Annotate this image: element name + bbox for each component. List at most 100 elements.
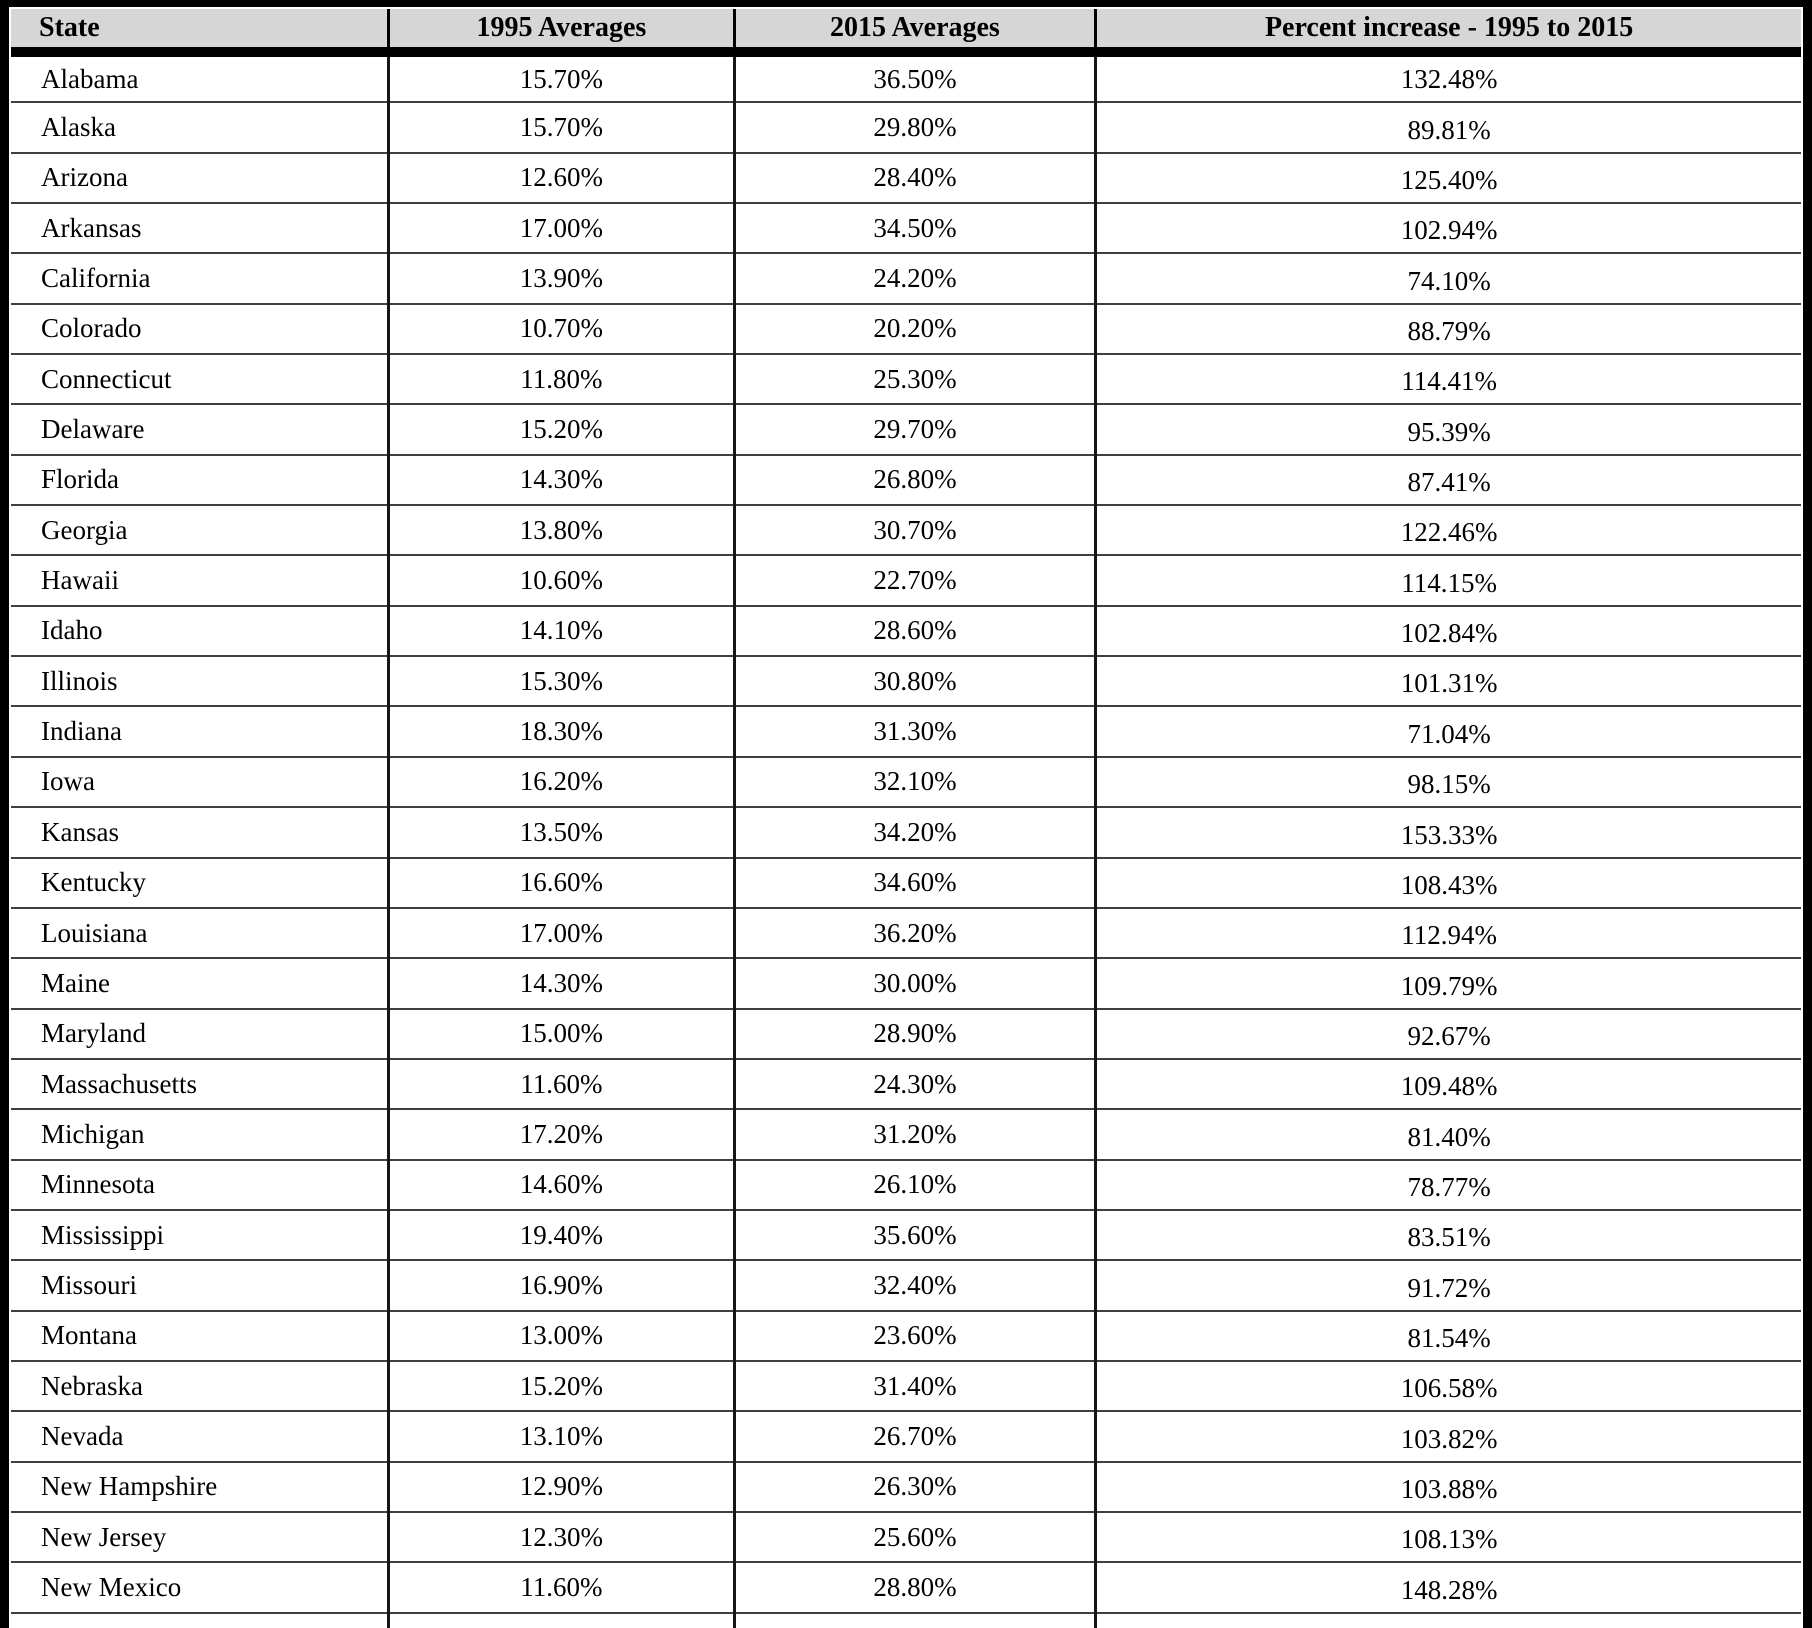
- cell-percent-increase: 81.40%: [1094, 1109, 1801, 1161]
- cell-1995-average: 14.30%: [387, 958, 736, 1010]
- table-row: Kentucky 16.60% 34.60% 108.43%: [11, 857, 1801, 909]
- cell-state: Delaware: [11, 404, 391, 456]
- cell-percent-increase: 108.13%: [1094, 1511, 1801, 1564]
- cell-1995-average: 12.90%: [387, 1461, 736, 1513]
- cell-1995-average: 15.00%: [387, 1008, 736, 1060]
- cell-percent-increase: 114.41%: [1094, 354, 1801, 406]
- header-2015-averages: 2015 Averages: [732, 9, 1098, 57]
- cell-percent-increase: 78.77%: [1094, 1159, 1801, 1211]
- cell-2015-average: 23.60%: [732, 1310, 1098, 1362]
- cell-2015-average: 26.30%: [732, 1461, 1098, 1513]
- cell-1995-average: 16.60%: [387, 857, 736, 909]
- cell-1995-average: 13.90%: [387, 253, 736, 305]
- cell-state: Minnesota: [11, 1159, 391, 1211]
- cell-state: Missouri: [11, 1260, 391, 1312]
- cell-state: Montana: [11, 1310, 391, 1362]
- cell-percent-increase: 83.51%: [1094, 1209, 1801, 1262]
- cell-percent-increase: 81.54%: [1094, 1310, 1801, 1362]
- table-row: Missouri 16.90% 32.40% 91.72%: [11, 1260, 1801, 1312]
- cell-2015-average: 31.30%: [732, 706, 1098, 758]
- cell-percent-increase: 122.46%: [1094, 505, 1801, 557]
- cell-1995-average: 17.00%: [387, 907, 736, 960]
- cell-2015-average: 26.80%: [732, 454, 1098, 507]
- table-row: Louisiana 17.00% 36.20% 112.94%: [11, 907, 1801, 960]
- cell-state: Colorado: [11, 303, 391, 356]
- cell-percent-increase: 74.10%: [1094, 253, 1801, 305]
- cell-percent-increase: 148.28%: [1094, 1562, 1801, 1614]
- cell-2015-average: 34.20%: [732, 807, 1098, 859]
- cell-percent-increase: 109.48%: [1094, 1058, 1801, 1111]
- table-row: Minnesota 14.60% 26.10% 78.77%: [11, 1159, 1801, 1211]
- cell-state: California: [11, 253, 391, 305]
- header-1995-averages: 1995 Averages: [387, 9, 736, 57]
- cell-1995-average: 19.40%: [387, 1209, 736, 1262]
- header-state: State: [11, 9, 391, 57]
- cell-percent-increase: 89.81%: [1094, 102, 1801, 154]
- cell-1995-average: 15.70%: [387, 102, 736, 154]
- cell-1995-average: 12.30%: [387, 1511, 736, 1564]
- cell-2015-average: 24.20%: [732, 253, 1098, 305]
- cell-percent-increase: 95.39%: [1094, 404, 1801, 456]
- cell-2015-average: 25.30%: [732, 354, 1098, 406]
- table-row: Michigan 17.20% 31.20% 81.40%: [11, 1109, 1801, 1161]
- cell-state: Indiana: [11, 706, 391, 758]
- cell-state: Georgia: [11, 505, 391, 557]
- table-row: New Hampshire 12.90% 26.30% 103.88%: [11, 1461, 1801, 1513]
- cell-1995-average: 14.10%: [387, 605, 736, 658]
- header-row: State 1995 Averages 2015 Averages Percen…: [11, 9, 1801, 57]
- cell-state: New Hampshire: [11, 1461, 391, 1513]
- cell-2015-average: 32.10%: [732, 756, 1098, 809]
- cell-2015-average: 31.40%: [732, 1360, 1098, 1413]
- table-row: Illinois 15.30% 30.80% 101.31%: [11, 656, 1801, 708]
- state-averages-table: State 1995 Averages 2015 Averages Percen…: [11, 9, 1801, 1628]
- cell-percent-increase: 92.67%: [1094, 1008, 1801, 1060]
- cell-1995-average: 14.30%: [387, 454, 736, 507]
- cell-1995-average: [387, 1612, 736, 1628]
- cell-state: Arizona: [11, 152, 391, 205]
- cell-2015-average: 34.50%: [732, 203, 1098, 255]
- cell-state: [11, 1612, 391, 1628]
- cell-2015-average: 28.90%: [732, 1008, 1098, 1060]
- cell-1995-average: 11.80%: [387, 354, 736, 406]
- table-row: Hawaii 10.60% 22.70% 114.15%: [11, 555, 1801, 607]
- cell-2015-average: 25.60%: [732, 1511, 1098, 1564]
- cell-percent-increase: 114.15%: [1094, 555, 1801, 607]
- cell-2015-average: 34.60%: [732, 857, 1098, 909]
- cell-2015-average: 20.20%: [732, 303, 1098, 356]
- cell-1995-average: 17.00%: [387, 203, 736, 255]
- cell-1995-average: 14.60%: [387, 1159, 736, 1211]
- cell-1995-average: 10.70%: [387, 303, 736, 356]
- cell-percent-increase: 88.79%: [1094, 303, 1801, 356]
- cell-state: Nebraska: [11, 1360, 391, 1413]
- cell-percent-increase: 101.31%: [1094, 656, 1801, 708]
- table-row: Maryland 15.00% 28.90% 92.67%: [11, 1008, 1801, 1060]
- cell-state: Idaho: [11, 605, 391, 658]
- cell-2015-average: 32.40%: [732, 1260, 1098, 1312]
- cell-1995-average: 15.70%: [387, 52, 736, 104]
- cell-1995-average: 16.20%: [387, 756, 736, 809]
- cell-1995-average: 10.60%: [387, 555, 736, 607]
- cell-percent-increase: 98.15%: [1094, 756, 1801, 809]
- table-row: Nevada 13.10% 26.70% 103.82%: [11, 1411, 1801, 1463]
- cell-state: Nevada: [11, 1411, 391, 1463]
- table-row: Colorado 10.70% 20.20% 88.79%: [11, 303, 1801, 356]
- table-row: Mississippi 19.40% 35.60% 83.51%: [11, 1209, 1801, 1262]
- header-percent-increase: Percent increase - 1995 to 2015: [1094, 9, 1801, 57]
- cell-percent-increase: 112.94%: [1094, 907, 1801, 960]
- table-row: Alaska 15.70% 29.80% 89.81%: [11, 102, 1801, 154]
- cell-2015-average: 31.20%: [732, 1109, 1098, 1161]
- cell-state: New Jersey: [11, 1511, 391, 1564]
- cell-percent-increase: 106.58%: [1094, 1360, 1801, 1413]
- cell-2015-average: 24.30%: [732, 1058, 1098, 1111]
- cell-state: Alabama: [11, 52, 391, 104]
- cell-1995-average: 15.20%: [387, 404, 736, 456]
- cell-1995-average: 11.60%: [387, 1562, 736, 1614]
- table-row: Nebraska 15.20% 31.40% 106.58%: [11, 1360, 1801, 1413]
- cell-percent-increase: 125.40%: [1094, 152, 1801, 205]
- cell-2015-average: 29.70%: [732, 404, 1098, 456]
- cell-1995-average: 13.50%: [387, 807, 736, 859]
- cell-state: Maryland: [11, 1008, 391, 1060]
- cell-percent-increase: 91.72%: [1094, 1260, 1801, 1312]
- table-row: Idaho 14.10% 28.60% 102.84%: [11, 605, 1801, 658]
- cell-1995-average: 13.00%: [387, 1310, 736, 1362]
